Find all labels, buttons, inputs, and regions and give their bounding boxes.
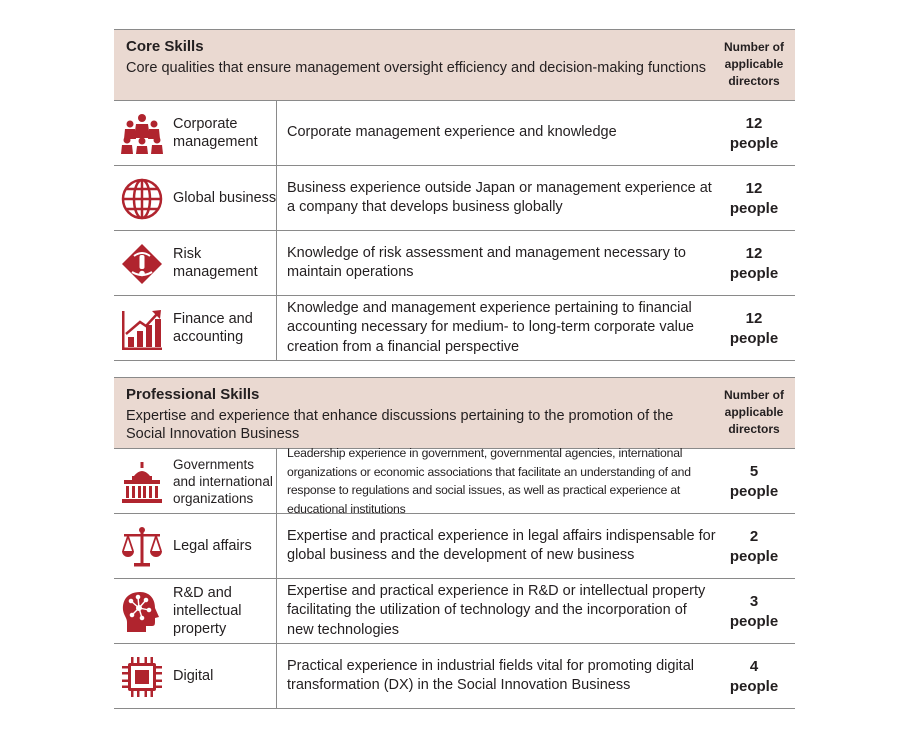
core-count-header: Number of applicable directors [724,40,784,88]
director-count: 4 people [729,658,779,695]
skill-name: Finance and accounting [173,311,253,345]
skill-row-rnd-ip: R&D and intellectual property Expertise … [114,579,795,644]
director-count: 12 people [729,180,779,217]
column-divider [276,166,277,230]
skill-description: Leadership experience in government, gov… [287,446,691,516]
chip-icon [120,655,164,699]
director-count: 5 people [729,463,779,500]
skill-description: Knowledge and management experience pert… [287,299,694,355]
core-skills-header: Core Skills Core qualities that ensure m… [114,29,795,101]
column-divider [276,514,277,578]
growth-chart-icon [120,307,164,351]
skill-row-risk-management: Risk management Knowledge of risk assess… [114,231,795,296]
skill-row-finance-accounting: Finance and accounting Knowledge and man… [114,296,795,361]
skill-name: Legal affairs [173,538,252,554]
professional-skills-description: Expertise and experience that enhance di… [126,408,674,442]
column-divider [276,231,277,295]
warning-diamond-icon [120,242,164,286]
column-divider [276,644,277,708]
skill-description: Corporate management experience and know… [287,124,617,141]
skill-name: Global business [173,190,277,206]
director-count: 12 people [729,115,779,152]
director-count: 3 people [729,593,779,630]
skill-row-global-business: Global business Business experience outs… [114,166,795,231]
skill-row-digital: Digital Practical experience in industri… [114,644,795,709]
core-skills-section: Core Skills Core qualities that ensure m… [114,29,795,361]
skill-description: Practical experience in industrial field… [287,657,694,694]
skill-name: Corporate management [173,116,258,150]
professional-count-header: Number of applicable directors [724,388,784,436]
core-skills-title: Core Skills [126,38,204,55]
skill-description: Expertise and practical experience in R&… [287,582,706,638]
core-skills-description: Core qualities that ensure management ov… [126,60,707,76]
brain-head-icon [120,590,164,634]
skill-name: R&D and intellectual property [173,585,242,637]
government-building-icon [120,460,164,504]
director-count: 2 people [729,528,779,565]
skill-row-governments: Governments and international organizati… [114,446,795,516]
professional-skills-section: Professional Skills Expertise and experi… [114,377,795,709]
column-divider [276,579,277,643]
skill-row-legal-affairs: Legal affairs Expertise and practical ex… [114,514,795,579]
skill-row-corporate-management: Corporate management Corporate managemen… [114,101,795,166]
skill-description: Expertise and practical experience in le… [287,527,716,564]
skill-name: Digital [173,668,214,684]
column-divider [276,101,277,165]
skill-description: Business experience outside Japan or man… [287,179,712,216]
director-count: 12 people [729,245,779,282]
professional-skills-header: Professional Skills Expertise and experi… [114,377,795,449]
director-count: 12 people [729,310,779,347]
column-divider [276,449,277,513]
professional-skills-title: Professional Skills [126,386,260,403]
skill-name: Governments and international organizati… [173,456,273,506]
scales-icon [120,525,164,569]
globe-icon [120,177,164,221]
skill-name: Risk management [173,246,258,280]
people-group-icon [120,112,164,156]
column-divider [276,296,277,360]
skill-description: Knowledge of risk assessment and managem… [287,244,686,281]
